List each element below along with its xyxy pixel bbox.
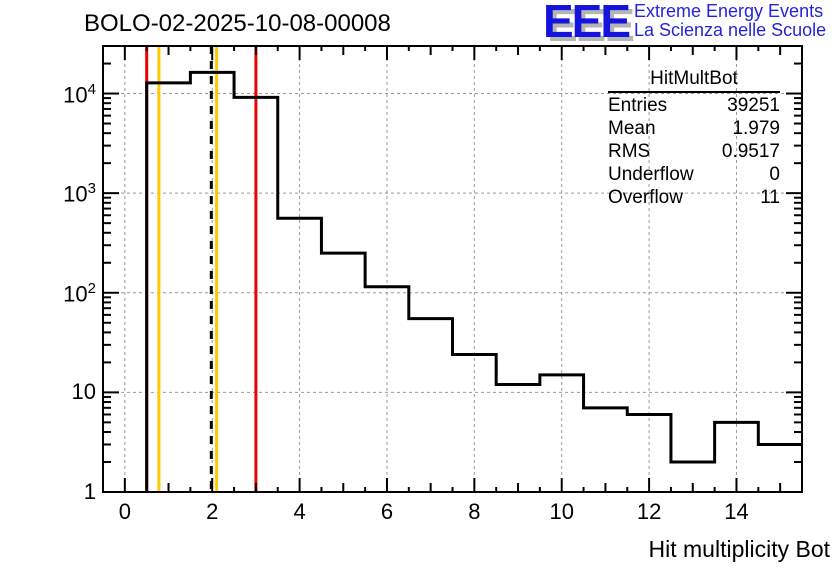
x-tick-label: 12: [636, 499, 662, 524]
stats-label: RMS: [608, 141, 651, 162]
y-tick-label: 103: [63, 180, 96, 207]
stats-label: Mean: [608, 118, 656, 139]
stats-value: 39251: [727, 95, 780, 116]
stats-box: HitMultBot Entries 39251 Mean 1.979 RMS 0.951…: [608, 68, 780, 209]
eee-logo-line2: La Scienza nelle Scuole: [634, 20, 827, 40]
stats-value: 0.9517: [721, 141, 780, 162]
plot-title: BOLO-02-2025-10-08-00008: [84, 10, 391, 37]
y-tick-exponent: 3: [87, 180, 96, 198]
x-axis-title: Hit multiplicity Bot: [648, 536, 830, 562]
stats-label: Entries: [608, 95, 668, 116]
stats-row: RMS 0.9517: [608, 140, 780, 163]
y-tick-exponent: 2: [87, 279, 96, 297]
y-tick-label: 102: [63, 279, 96, 307]
y-tick-exponent: 4: [87, 80, 96, 98]
stats-row: Overflow 11: [608, 186, 780, 209]
eee-logo-text: Extreme Energy Events La Scienza nelle S…: [634, 2, 826, 40]
x-tick-label: 10: [549, 499, 574, 524]
x-tick-label: 0: [118, 499, 131, 524]
x-tick-label: 6: [380, 499, 394, 524]
y-tick-label: 104: [63, 80, 96, 107]
histogram-line: [145, 70, 802, 492]
x-tick-label: 14: [724, 499, 749, 524]
stats-value: 0: [769, 164, 780, 185]
stats-value: 1.979: [732, 118, 780, 139]
stats-rows: Entries 39251 Mean 1.979 RMS 0.9517 Underflow 0…: [608, 94, 780, 209]
stats-value: 11: [760, 187, 780, 208]
stats-separator: [608, 91, 780, 93]
x-tick-label: 4: [293, 499, 306, 524]
stats-row: Underflow 0: [608, 163, 780, 186]
x-tick-label: 8: [468, 499, 481, 524]
stats-title: HitMultBot: [650, 68, 738, 89]
stats-label: Underflow: [608, 164, 694, 185]
stats-row: Entries 39251: [608, 94, 780, 117]
stats-row: Mean 1.979: [608, 117, 780, 140]
stats-label: Overflow: [608, 187, 683, 208]
x-tick-label: 2: [206, 499, 219, 524]
eee-logo-line1: Extreme Energy Events: [634, 1, 824, 21]
y-tick-label: 1: [83, 479, 96, 504]
y-tick-label: 10: [71, 379, 96, 405]
eee-logo-icon: EEE: [543, 0, 631, 47]
